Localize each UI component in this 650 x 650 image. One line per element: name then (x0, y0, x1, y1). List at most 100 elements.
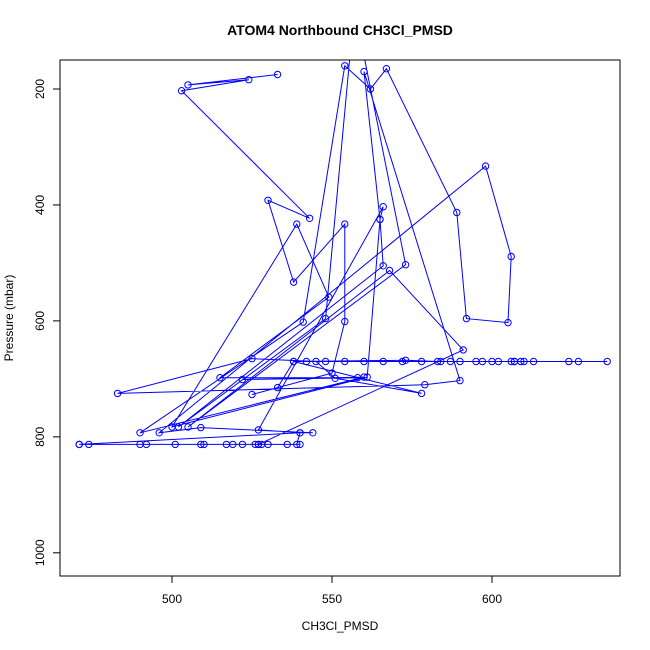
data-point (520, 357, 528, 366)
data-point (171, 440, 179, 449)
data-point (299, 318, 307, 326)
data-point (321, 314, 330, 323)
plot-lines (79, 60, 608, 445)
data-point (254, 440, 263, 449)
data-point (197, 423, 205, 432)
data-point (177, 87, 186, 95)
chart-title: ATOM4 Northbound CH3Cl_PMSD (227, 22, 453, 38)
data-point (248, 390, 256, 399)
data-point (113, 389, 122, 398)
data-point (459, 346, 467, 354)
data-point (142, 440, 151, 449)
data-point (293, 440, 301, 449)
data-point (417, 357, 426, 366)
y-tick-label: 1000 (33, 539, 47, 566)
data-point (421, 381, 429, 389)
y-axis: 200 400 600 800 1000 (33, 79, 60, 566)
plot-points (75, 62, 611, 449)
data-point (385, 266, 394, 275)
data-point (216, 374, 224, 382)
x-tick-label: 550 (322, 592, 342, 606)
data-point (433, 357, 442, 366)
data-point (283, 440, 291, 449)
x-axis-label: CH3Cl_PMSD (302, 619, 379, 633)
data-point (328, 369, 336, 377)
data-point (488, 357, 496, 366)
data-point (379, 203, 387, 211)
data-point (331, 374, 339, 382)
data-point (264, 196, 272, 205)
data-point (174, 423, 183, 431)
data-point (184, 423, 192, 431)
data-point (401, 261, 410, 269)
data-point (398, 357, 407, 366)
data-point (309, 429, 317, 437)
series-line (79, 60, 608, 445)
data-point (305, 214, 314, 223)
data-point (136, 429, 144, 437)
data-point (363, 373, 371, 381)
data-point (245, 76, 253, 84)
data-point (155, 429, 163, 437)
data-point (360, 67, 368, 76)
data-point (273, 383, 282, 392)
data-point (507, 357, 515, 366)
data-point (360, 357, 368, 366)
data-point (238, 440, 247, 449)
data-point (85, 440, 93, 449)
data-point (456, 376, 464, 385)
data-point (382, 65, 391, 73)
data-point (401, 356, 410, 364)
data-point (481, 162, 490, 170)
y-tick-label: 800 (33, 427, 47, 447)
data-point (197, 440, 205, 449)
data-point (376, 215, 384, 224)
data-point (238, 375, 247, 384)
y-axis-label: Pressure (mbar) (2, 275, 16, 362)
data-point (379, 262, 387, 270)
data-point (296, 429, 304, 437)
plot-frame (59, 59, 621, 577)
x-tick-label: 600 (482, 592, 502, 606)
data-point (446, 357, 455, 366)
data-point (321, 357, 330, 366)
data-point (574, 357, 583, 366)
data-point (529, 357, 538, 366)
data-point (264, 440, 272, 449)
data-point (289, 278, 298, 286)
data-point (379, 357, 387, 366)
data-point (248, 354, 256, 363)
data-point (341, 62, 349, 70)
data-point (289, 357, 298, 366)
data-point (341, 220, 349, 228)
y-tick-label: 600 (33, 311, 47, 331)
x-axis: 500 550 600 (162, 576, 502, 606)
data-point (296, 440, 304, 449)
data-point (184, 81, 192, 89)
data-point (456, 357, 464, 366)
data-point (341, 317, 349, 326)
data-point (507, 252, 515, 261)
data-point (273, 70, 282, 79)
data-point (341, 357, 349, 366)
data-point (565, 357, 573, 366)
data-point (453, 208, 461, 217)
data-point (462, 314, 471, 323)
data-point (472, 357, 480, 366)
data-point (293, 220, 301, 228)
data-point (360, 373, 368, 381)
data-point (504, 318, 512, 327)
data-point (417, 389, 426, 398)
data-point (302, 357, 311, 366)
data-point (325, 293, 333, 301)
data-point (312, 357, 320, 366)
data-point (254, 426, 263, 434)
data-point (437, 357, 445, 366)
y-tick-label: 400 (33, 195, 47, 215)
data-point (366, 85, 375, 93)
x-tick-label: 500 (162, 592, 182, 606)
data-point (510, 357, 519, 366)
data-point (75, 440, 83, 449)
data-point (229, 440, 237, 449)
